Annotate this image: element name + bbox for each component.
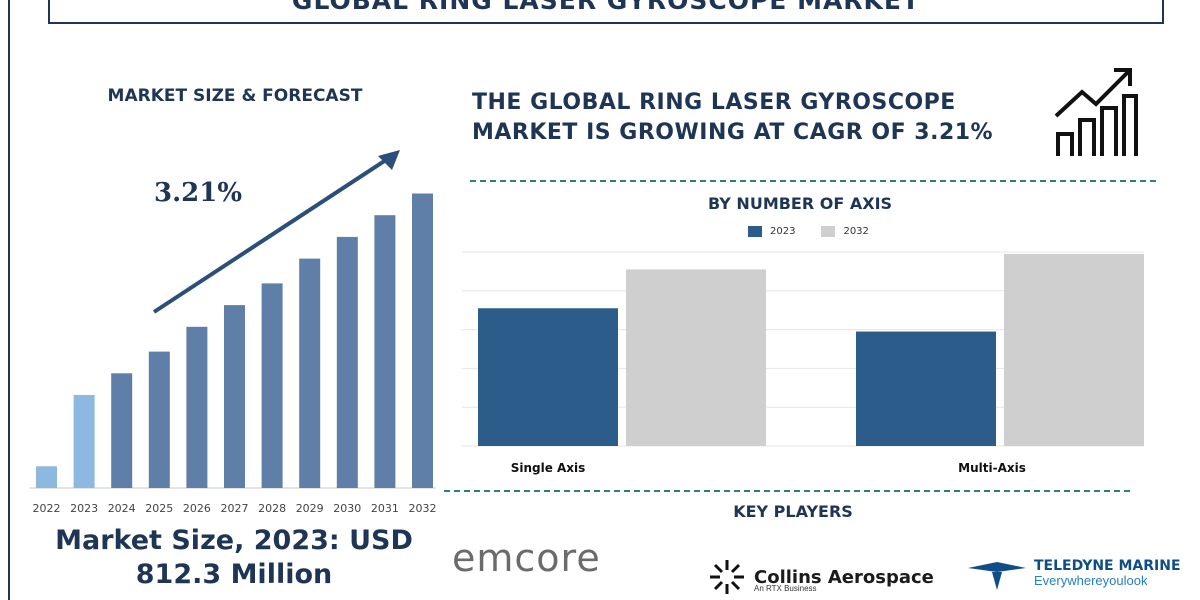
forecast-tick-2024: 2024 xyxy=(108,502,136,515)
market-size-heading: MARKET SIZE & FORECAST xyxy=(107,86,363,106)
market-size-line2: 812.3 Million xyxy=(135,559,333,590)
collins-burst-icon xyxy=(710,560,744,594)
title-banner: GLOBAL RING LASER GYROSCOPE MARKET xyxy=(48,0,1164,24)
page-left-border xyxy=(8,0,10,600)
collins-subtitle: An RTX Business xyxy=(754,584,817,593)
forecast-bar-2023 xyxy=(73,395,95,488)
forecast-tick-2031: 2031 xyxy=(371,502,399,515)
forecast-bar-2024 xyxy=(111,373,133,488)
forecast-bar-2032 xyxy=(412,193,433,488)
collins-name: Collins Aerospace xyxy=(754,566,934,588)
forecast-tick-2025: 2025 xyxy=(145,502,173,515)
forecast-tick-2026: 2026 xyxy=(183,502,211,515)
headline: THE GLOBAL RING LASER GYROSCOPE MARKET I… xyxy=(472,88,1052,148)
market-forecast-chart: 2022 2023 2024 2025 2026 2027 2028 2029 2030 2031… xyxy=(30,150,437,515)
legend-item-2032: 2032 xyxy=(821,226,869,237)
teledyne-mark-icon xyxy=(968,562,1026,590)
axis-category-label-single: Single Axis xyxy=(511,461,586,475)
forecast-bar-2029 xyxy=(299,258,321,488)
forecast-tick-2032: 2032 xyxy=(409,502,437,515)
legend-label-2023: 2023 xyxy=(770,226,796,237)
forecast-bar-2026 xyxy=(186,326,208,488)
axis-bar-single-2032 xyxy=(626,269,766,446)
market-size-line1: Market Size, 2023: USD xyxy=(55,525,413,556)
growth-arrow xyxy=(152,150,400,314)
axis-bar-multi-2023 xyxy=(856,331,996,446)
forecast-bar-2027 xyxy=(224,305,245,488)
forecast-bar-2025 xyxy=(148,351,170,488)
headline-line2: MARKET IS GROWING AT CAGR OF 3.21% xyxy=(472,120,994,145)
forecast-tick-2022: 2022 xyxy=(33,502,61,515)
teledyne-tagline: Everywhereyoulook xyxy=(1034,573,1148,588)
page-title: GLOBAL RING LASER GYROSCOPE MARKET xyxy=(291,0,921,15)
divider-top xyxy=(470,180,1156,182)
cagr-annotation: 3.21% xyxy=(154,178,243,208)
forecast-tick-2029: 2029 xyxy=(296,502,324,515)
forecast-tick-2028: 2028 xyxy=(258,502,286,515)
legend-swatch-2023 xyxy=(748,226,762,237)
market-size-summary: Market Size, 2023: USD 812.3 Million xyxy=(14,524,454,592)
axis-bar-multi-2032 xyxy=(1004,253,1144,446)
forecast-bar-2022 xyxy=(36,466,57,488)
forecast-bar-2028 xyxy=(261,283,283,488)
forecast-bar-2030 xyxy=(336,236,358,488)
axis-category-label-multi: Multi-Axis xyxy=(958,461,1026,475)
legend-item-2023: 2023 xyxy=(748,226,795,237)
emcore-logo: emcore xyxy=(452,536,601,580)
legend-swatch-2032 xyxy=(821,226,836,237)
forecast-bar-2031 xyxy=(374,215,396,488)
axis-chart-title: BY NUMBER OF AXIS xyxy=(707,194,893,213)
collins-aerospace-logo: Collins Aerospace An RTX Business xyxy=(708,558,934,596)
axis-chart-legend: 2023 2032 xyxy=(748,226,869,237)
growth-chart-icon xyxy=(1054,68,1138,156)
forecast-tick-2027: 2027 xyxy=(221,502,249,515)
divider-bottom xyxy=(444,490,1130,492)
teledyne-marine-logo: TELEDYNE MARINE Everywhereyoulook xyxy=(966,558,1181,592)
forecast-tick-2023: 2023 xyxy=(70,502,98,515)
teledyne-name: TELEDYNE MARINE xyxy=(1034,558,1181,574)
legend-label-2032: 2032 xyxy=(843,226,869,237)
axis-bar-single-2023 xyxy=(478,308,618,446)
forecast-tick-2030: 2030 xyxy=(333,502,361,515)
key-players-title: KEY PLAYERS xyxy=(733,502,853,521)
headline-line1: THE GLOBAL RING LASER GYROSCOPE xyxy=(472,90,956,115)
